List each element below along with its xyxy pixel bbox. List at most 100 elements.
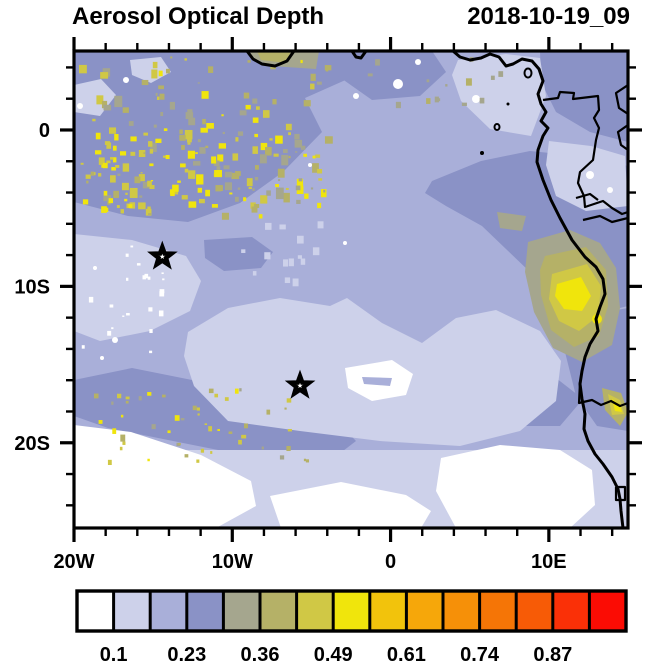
aod-speckle xyxy=(188,117,196,126)
aod-speckle xyxy=(211,204,218,208)
colorbar-label: 0.61 xyxy=(387,644,426,666)
aod-speckle xyxy=(117,393,122,399)
aod-speckle xyxy=(300,145,306,150)
aod-speckle xyxy=(239,110,247,116)
aod-speckle xyxy=(316,81,322,85)
aod-speckle xyxy=(279,224,286,230)
aod-speckle xyxy=(81,345,85,349)
aod-speckle xyxy=(102,162,108,169)
aod-speckle xyxy=(269,138,273,141)
aod-speckle xyxy=(426,98,431,104)
lat-tick-label: 0 xyxy=(39,120,50,142)
aod-region xyxy=(270,482,431,528)
aod-speckle xyxy=(138,174,145,182)
island-outline xyxy=(493,123,501,131)
aod-speckle xyxy=(461,102,467,106)
aod-speckle xyxy=(128,121,134,126)
aod-speckle xyxy=(241,434,247,439)
colorbar-cell xyxy=(223,591,260,631)
aod-speckle xyxy=(150,142,157,153)
aod-speckle xyxy=(116,205,120,208)
aod-speckle xyxy=(295,185,301,191)
colorbar-cell xyxy=(516,591,553,631)
aod-speckle xyxy=(300,59,303,64)
aod-speckle xyxy=(169,101,176,110)
aod-speckle xyxy=(216,166,221,171)
aod-speckle xyxy=(210,451,213,454)
plot-timestamp: 2018-10-19_09 xyxy=(467,3,630,30)
aod-speckle xyxy=(147,276,151,280)
aod-speckle xyxy=(232,153,239,161)
aod-speckle xyxy=(195,152,198,154)
aod-speckle xyxy=(119,446,123,451)
aod-speckle xyxy=(163,128,168,132)
island-outline xyxy=(523,67,533,79)
aod-spot xyxy=(353,93,359,99)
aod-speckle xyxy=(324,136,333,144)
aod-speckle xyxy=(90,171,95,176)
aod-speckle xyxy=(286,445,291,451)
aod-region xyxy=(497,212,526,231)
aod-speckle xyxy=(122,441,126,445)
aod-speckle xyxy=(107,459,112,466)
aod-region xyxy=(452,54,546,136)
aod-speckle xyxy=(310,187,314,190)
aod-speckle xyxy=(104,141,110,145)
aod-speckle xyxy=(151,69,158,79)
aod-speckle xyxy=(125,400,129,404)
aod-speckle xyxy=(177,180,181,183)
aod-speckle xyxy=(229,192,233,195)
aod-speckle xyxy=(315,154,321,158)
aod-speckle xyxy=(298,178,303,182)
aod-speckle xyxy=(255,165,259,170)
aod-speckle xyxy=(155,92,158,96)
aod-speckle xyxy=(158,85,165,90)
aod-speckle xyxy=(149,329,153,334)
aod-speckle xyxy=(82,199,89,205)
colorbar-cell xyxy=(333,591,370,631)
aod-speckle xyxy=(130,151,136,156)
aod-speckle xyxy=(310,73,316,81)
aod-speckle xyxy=(217,154,224,162)
aod-speckle xyxy=(159,289,165,294)
country-border xyxy=(575,192,599,201)
aod-speckle xyxy=(375,59,380,66)
aod-speckle xyxy=(198,198,205,204)
aod-speckle xyxy=(186,135,192,143)
aod-speckle xyxy=(147,392,152,396)
aod-speckle xyxy=(80,162,84,165)
aod-speckle xyxy=(148,213,152,215)
aod-speckle xyxy=(180,418,185,421)
aod-speckle xyxy=(148,141,153,147)
aod-speckle xyxy=(201,91,209,99)
aod-spot xyxy=(112,337,118,343)
colorbar-cell xyxy=(260,591,297,631)
coastline xyxy=(245,51,296,68)
aod-speckle xyxy=(465,78,472,86)
aod-speckle xyxy=(121,182,129,191)
aod-speckle xyxy=(238,439,242,445)
aod-speckle xyxy=(98,173,102,177)
aod-speckle xyxy=(86,180,89,184)
aod-speckle xyxy=(264,252,271,260)
aod-speckle xyxy=(158,310,164,317)
aod-spot xyxy=(393,79,403,89)
aod-speckle xyxy=(125,253,129,257)
aod-speckle xyxy=(113,190,119,198)
aod-speckle xyxy=(120,209,125,214)
aod-speckle xyxy=(312,155,316,159)
lat-tick-label: 20S xyxy=(14,433,50,455)
aod-speckle xyxy=(178,443,181,445)
coastline xyxy=(451,51,625,528)
aod-speckle xyxy=(196,174,204,185)
aod-speckle xyxy=(218,143,227,149)
aod-speckle xyxy=(106,142,112,149)
aod-speckle xyxy=(114,95,123,108)
aod-speckle xyxy=(237,187,241,190)
aod-speckle xyxy=(426,79,430,83)
aod-speckle xyxy=(184,168,189,173)
island-dot xyxy=(480,151,484,155)
colorbar-cell xyxy=(589,591,626,631)
